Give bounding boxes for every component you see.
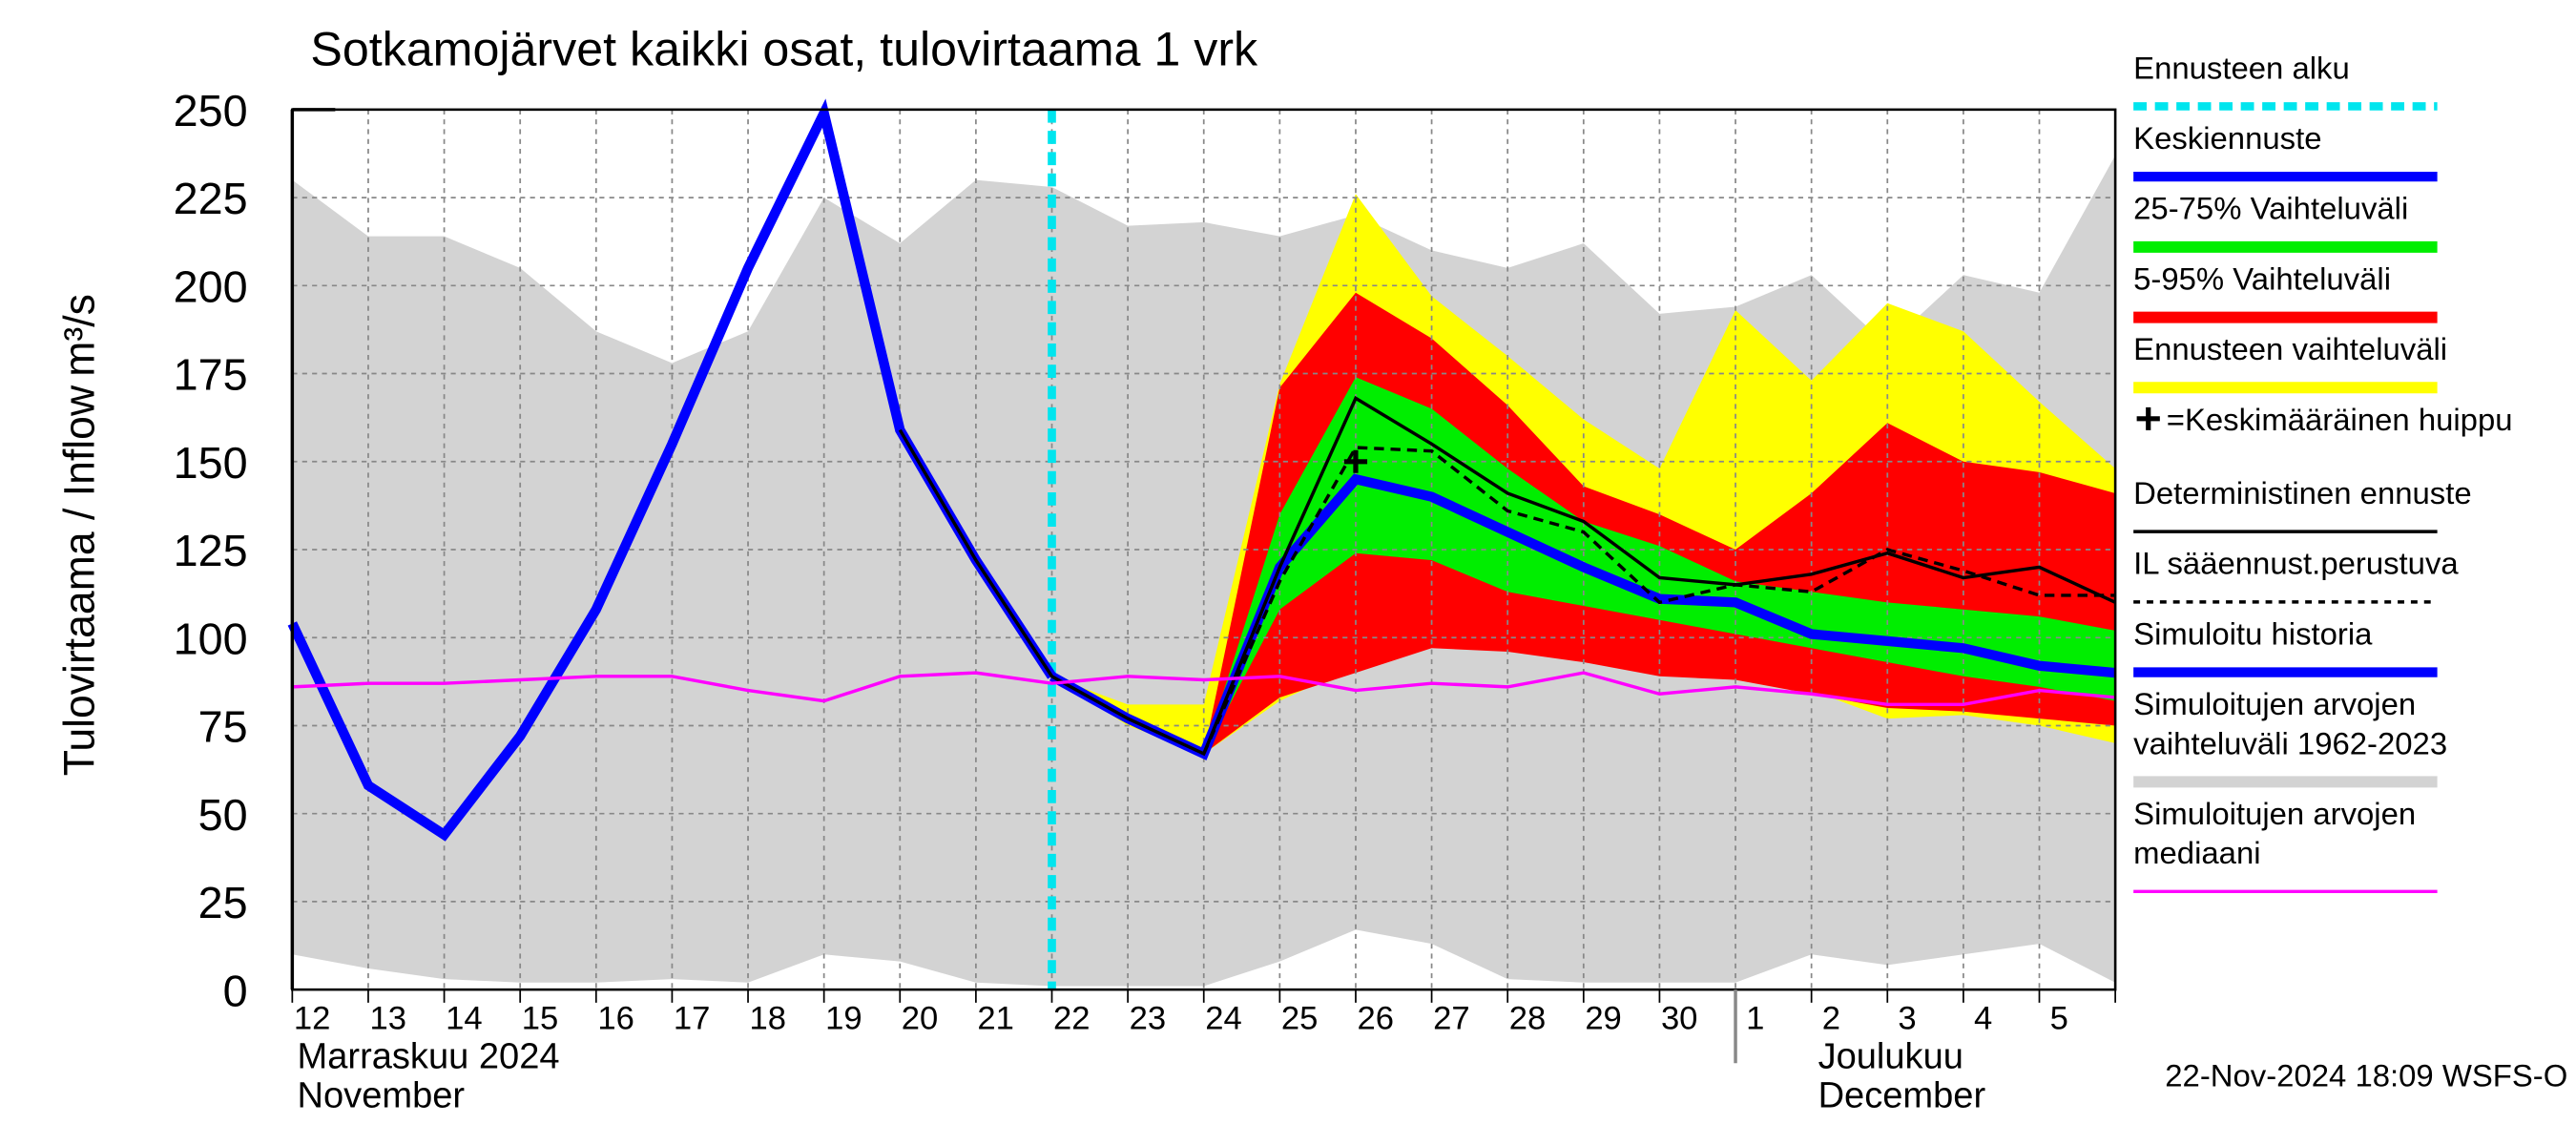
x-tick-label: 28 (1509, 1000, 1546, 1036)
legend-label: 25-75% Vaihteluväli (2133, 191, 2408, 226)
x-tick-label: 20 (902, 1000, 938, 1036)
y-tick-label: 0 (223, 966, 248, 1015)
x-tick-label: 29 (1585, 1000, 1621, 1036)
legend-label: Simuloitujen arvojen (2133, 796, 2416, 831)
x-tick-label: 27 (1433, 1000, 1469, 1036)
x-tick-label: 25 (1281, 1000, 1318, 1036)
legend-label: Keskiennuste (2133, 120, 2321, 156)
x-tick-label: 23 (1130, 1000, 1166, 1036)
x-tick-label: 24 (1205, 1000, 1241, 1036)
y-tick-label: 250 (174, 86, 248, 135)
line (1202, 446, 2116, 755)
legend-label: Ennusteen vaihteluväli (2133, 331, 2447, 366)
y-axis-unit: m³/s (55, 294, 103, 377)
legend-label: Simuloitu historia (2133, 616, 2373, 652)
y-tick-label: 25 (198, 878, 248, 927)
y-tick-label: 125 (174, 526, 248, 575)
x-tick-label: 12 (294, 1000, 330, 1036)
x-tick-label: 21 (977, 1000, 1013, 1036)
x-tick-label: 13 (369, 1000, 405, 1036)
peak-marker (1343, 449, 1368, 473)
y-tick-label: 225 (174, 174, 248, 223)
x-tick-label: 14 (446, 1000, 482, 1036)
line (898, 395, 2116, 757)
x-tick-label: 1 (1746, 1000, 1764, 1036)
month-label: Joulukuu (1818, 1037, 1963, 1077)
y-axis-label: Tulovirtaama / Inflow (55, 385, 103, 776)
legend-label: 5-95% Vaihteluväli (2133, 261, 2391, 297)
legend-label: vaihteluväli 1962-2023 (2133, 725, 2447, 760)
x-tick-label: 17 (674, 1000, 710, 1036)
x-tick-label: 22 (1053, 1000, 1090, 1036)
month-label: December (1818, 1076, 1986, 1116)
y-tick-label: 200 (174, 262, 248, 312)
y-tick-label: 100 (174, 614, 248, 664)
y-tick-label: 75 (198, 702, 248, 752)
x-tick-label: 2 (1822, 1000, 1840, 1036)
y-tick-label: 50 (198, 790, 248, 840)
legend-label: IL sääennust.perustuva (2133, 546, 2459, 581)
y-tick-label: 175 (174, 350, 248, 400)
legend-label: Deterministinen ennuste (2133, 475, 2472, 510)
x-tick-label: 5 (2050, 1000, 2068, 1036)
x-tick-label: 3 (1898, 1000, 1916, 1036)
chart-title: Sotkamojärvet kaikki osat, tulovirtaama … (310, 23, 1258, 76)
x-tick-label: 26 (1357, 1000, 1393, 1036)
footer: 22-Nov-2024 18:09 WSFS-O (2165, 1057, 2567, 1093)
x-tick-label: 18 (750, 1000, 786, 1036)
line (292, 671, 2116, 707)
x-tick-label: 19 (825, 1000, 862, 1036)
x-tick-label: 30 (1661, 1000, 1697, 1036)
legend-label: Ennusteen alku (2133, 50, 2350, 85)
legend-label: Simuloitujen arvojen (2133, 686, 2416, 721)
month-label: November (298, 1076, 466, 1116)
legend-label: mediaani (2133, 835, 2260, 870)
legend-label: =Keskimääräinen huippu (2167, 402, 2513, 437)
x-tick-label: 15 (522, 1000, 558, 1036)
x-tick-label: 4 (1974, 1000, 1992, 1036)
x-tick-label: 16 (597, 1000, 634, 1036)
month-label: Marraskuu 2024 (298, 1037, 560, 1077)
legend-marker (2136, 406, 2160, 430)
y-tick-label: 150 (174, 438, 248, 488)
